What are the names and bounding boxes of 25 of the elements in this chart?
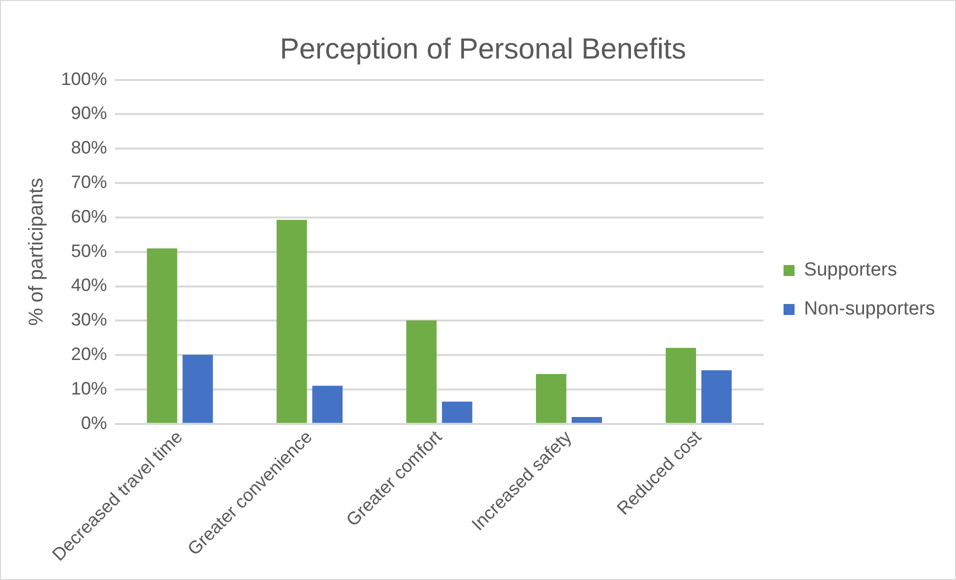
y-tick-label: 10%	[71, 378, 108, 398]
bar	[182, 354, 213, 423]
bar	[442, 402, 472, 423]
bar	[312, 386, 343, 423]
y-tick-label: 20%	[71, 344, 108, 364]
y-tick-label: 60%	[71, 206, 108, 226]
chart-title: Perception of Personal Benefits	[280, 33, 686, 66]
y-tick-label: 30%	[71, 310, 108, 330]
bar	[276, 220, 307, 423]
legend-label: Supporters	[804, 260, 898, 281]
bar	[536, 374, 566, 423]
y-tick-label: 100%	[60, 68, 108, 89]
y-tick-label: 70%	[71, 172, 108, 192]
bar	[146, 248, 178, 423]
y-tick-label: 90%	[71, 103, 108, 124]
y-tick-label: 80%	[71, 138, 108, 158]
legend-label: Non-supporters	[804, 298, 936, 320]
y-tick-label: 50%	[71, 240, 108, 261]
y-axis-title: % of participants	[26, 178, 48, 326]
bar	[701, 370, 732, 423]
y-tick-label: 40%	[71, 275, 108, 296]
bar	[666, 348, 696, 423]
y-tick-label: 0%	[81, 412, 108, 433]
bar	[406, 320, 437, 423]
bar	[572, 417, 602, 423]
